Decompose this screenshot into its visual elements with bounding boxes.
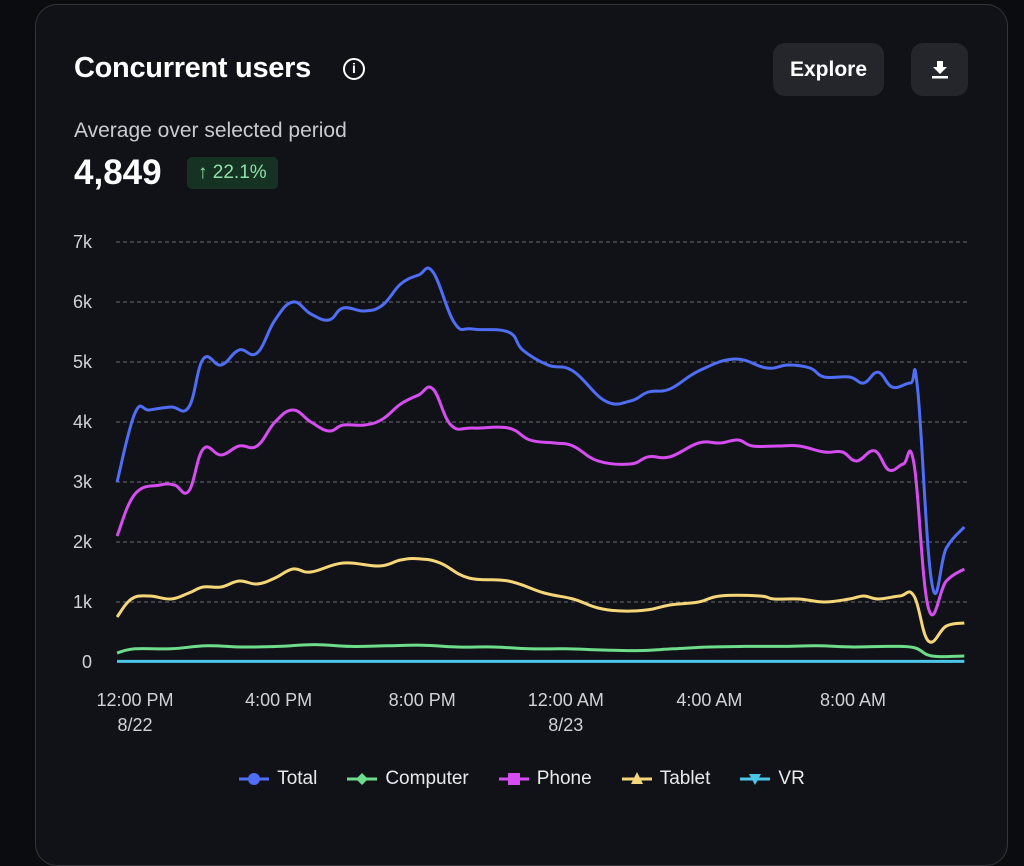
y-tick-label: 3k xyxy=(73,472,93,492)
series-line-tablet xyxy=(115,557,965,644)
legend-item-vr[interactable]: VR xyxy=(740,768,805,790)
y-tick-label: 0 xyxy=(82,652,92,672)
average-value: 4,849 xyxy=(74,153,162,192)
download-button[interactable] xyxy=(911,43,968,96)
line-chart: 0 1k 2k 3k 4k 5k 6k 7k 12:00 PM 8/22 4:00 PM 8:00 P… xyxy=(73,232,968,735)
legend-label: Phone xyxy=(536,768,592,789)
y-tick-label: 5k xyxy=(73,352,93,372)
chart-legend: Total Computer Phone Tablet VR xyxy=(0,768,1024,790)
x-tick-label: 8:00 PM xyxy=(389,690,456,710)
x-tick-label: 12:00 PM xyxy=(96,690,173,710)
y-tick-label: 2k xyxy=(73,532,93,552)
series-line-computer xyxy=(116,643,965,659)
legend-label: Total xyxy=(277,768,318,789)
explore-button[interactable]: Explore xyxy=(773,43,884,96)
series-line-total xyxy=(115,266,966,595)
y-tick-label: 1k xyxy=(73,592,93,612)
legend-marker-icon xyxy=(347,773,378,785)
y-tick-label: 4k xyxy=(73,412,93,432)
x-tick-label: 12:00 AM xyxy=(528,690,604,710)
download-icon xyxy=(931,60,948,78)
card-title: Concurrent users xyxy=(74,52,311,84)
legend-marker-icon xyxy=(621,772,652,784)
legend-label: VR xyxy=(778,768,805,789)
x-tick-label: 8:00 AM xyxy=(820,690,886,710)
x-tick-label: 4:00 AM xyxy=(676,690,742,710)
legend-item-tablet[interactable]: Tablet xyxy=(621,768,711,790)
subtitle: Average over selected period xyxy=(74,119,347,142)
legend-marker-icon xyxy=(239,773,270,785)
series-line-phone xyxy=(115,385,966,617)
x-tick-sublabel: 8/22 xyxy=(117,715,152,735)
legend-label: Computer xyxy=(385,768,469,789)
legend-item-total[interactable]: Total xyxy=(239,768,317,790)
info-icon[interactable]: i xyxy=(343,58,365,80)
x-tick-label: 4:00 PM xyxy=(245,690,312,710)
legend-marker-icon xyxy=(498,773,529,785)
legend-item-phone[interactable]: Phone xyxy=(498,768,592,790)
x-tick-sublabel: 8/23 xyxy=(548,715,583,735)
legend-marker-icon xyxy=(740,774,771,785)
y-tick-label: 6k xyxy=(73,292,93,312)
legend-label: Tablet xyxy=(659,768,711,789)
legend-item-computer[interactable]: Computer xyxy=(347,768,469,790)
y-tick-label: 7k xyxy=(73,232,93,252)
change-badge: ↑ 22.1% xyxy=(187,157,278,189)
